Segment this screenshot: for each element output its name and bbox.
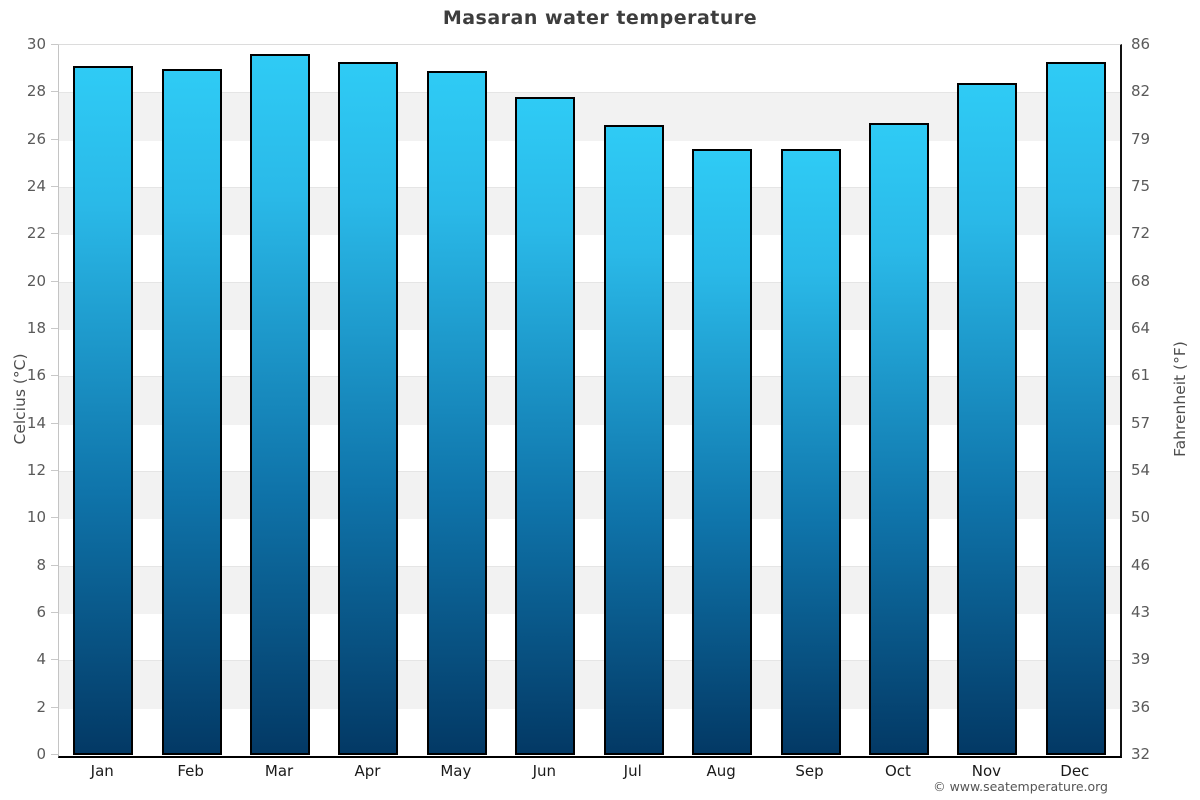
y-tick-celsius: 30 <box>26 35 46 53</box>
y-tick-mark <box>51 138 58 140</box>
bar-nov[interactable] <box>957 82 1018 755</box>
y-tick-fahrenheit: 39 <box>1131 650 1151 669</box>
x-axis-label-dec: Dec <box>1060 762 1090 780</box>
y-tick-celsius: 18 <box>26 319 46 337</box>
grid-band <box>59 139 1120 188</box>
y-tick-mark <box>51 44 58 45</box>
x-axis-label-feb: Feb <box>177 762 204 780</box>
y-tick-mark <box>51 564 58 566</box>
x-axis-label-oct: Oct <box>884 762 911 780</box>
y-tick-celsius: 24 <box>26 177 46 195</box>
y-tick-mark <box>51 375 58 377</box>
y-tick-fahrenheit: 32 <box>1131 745 1151 763</box>
bar-jun[interactable] <box>515 97 576 755</box>
grid-band <box>59 234 1120 283</box>
grid-band <box>59 707 1120 756</box>
y-tick-mark <box>51 517 58 519</box>
grid-band <box>59 187 1120 236</box>
y-tick-celsius: 16 <box>26 366 46 385</box>
grid-band <box>59 45 1120 93</box>
y-tick-celsius: 6 <box>36 603 46 621</box>
y-tick-fahrenheit: 68 <box>1131 271 1151 290</box>
grid-band <box>59 565 1120 614</box>
y-tick-mark <box>51 422 58 424</box>
y-tick-fahrenheit: 50 <box>1131 508 1151 527</box>
y-tick-fahrenheit: 43 <box>1131 603 1151 621</box>
x-axis-label-jul: Jul <box>623 762 642 780</box>
x-axis-label-may: May <box>440 762 472 780</box>
y-tick-celsius: 12 <box>26 461 46 479</box>
y-tick-mark <box>51 470 58 471</box>
grid-band <box>59 329 1120 378</box>
grid-band <box>59 423 1120 472</box>
y-tick-celsius: 20 <box>26 271 46 290</box>
bar-apr[interactable] <box>338 61 399 755</box>
y-tick-fahrenheit: 79 <box>1131 129 1151 148</box>
x-axis-label-mar: Mar <box>264 762 294 780</box>
y-tick-celsius: 10 <box>26 508 46 527</box>
y-tick-celsius: 22 <box>26 224 46 243</box>
y-tick-mark <box>51 706 58 708</box>
y-tick-mark <box>51 186 58 187</box>
x-axis-label-apr: Apr <box>354 762 381 780</box>
y-tick-celsius: 26 <box>26 129 46 148</box>
bar-jul[interactable] <box>603 125 664 755</box>
x-axis-label-jun: Jun <box>532 762 556 780</box>
grid-band <box>59 660 1120 709</box>
plot-area <box>58 44 1122 758</box>
y-tick-mark <box>51 612 58 613</box>
bar-oct[interactable] <box>868 123 929 755</box>
grid-band <box>59 281 1120 330</box>
y-tick-mark <box>51 659 58 661</box>
grid-band <box>59 92 1120 141</box>
bar-jan[interactable] <box>73 66 134 755</box>
bar-dec[interactable] <box>1045 61 1106 755</box>
bar-sep[interactable] <box>780 149 841 755</box>
y-tick-celsius: 14 <box>26 413 46 432</box>
y-tick-celsius: 0 <box>36 745 46 763</box>
y-tick-fahrenheit: 57 <box>1131 413 1151 432</box>
y-tick-mark <box>51 328 58 329</box>
grid-band <box>59 471 1120 520</box>
y-axis-title-fahrenheit: Fahrenheit (°F) <box>1171 341 1189 457</box>
y-tick-fahrenheit: 54 <box>1131 461 1151 479</box>
x-axis-label-jan: Jan <box>90 762 114 780</box>
x-axis-label-nov: Nov <box>971 762 1002 780</box>
x-axis-label-sep: Sep <box>795 762 824 780</box>
bar-aug[interactable] <box>692 149 753 755</box>
grid-band <box>59 376 1120 425</box>
grid-band <box>59 518 1120 567</box>
y-tick-fahrenheit: 64 <box>1131 319 1151 337</box>
bar-may[interactable] <box>426 71 487 755</box>
y-tick-fahrenheit: 82 <box>1131 82 1151 101</box>
grid-band <box>59 613 1120 662</box>
y-tick-mark <box>51 280 58 282</box>
y-tick-fahrenheit: 46 <box>1131 555 1151 574</box>
y-axis-title-celsius: Celcius (°C) <box>11 353 29 445</box>
y-tick-celsius: 2 <box>36 697 46 716</box>
chart-title: Masaran water temperature <box>442 7 758 29</box>
bar-feb[interactable] <box>161 68 222 755</box>
bar-mar[interactable] <box>250 54 311 755</box>
x-axis-label-aug: Aug <box>706 762 736 780</box>
y-tick-fahrenheit: 36 <box>1131 697 1151 716</box>
y-tick-mark <box>51 91 58 93</box>
y-tick-mark <box>51 754 58 755</box>
y-tick-fahrenheit: 61 <box>1131 366 1151 385</box>
y-tick-celsius: 28 <box>26 82 46 101</box>
y-tick-mark <box>51 233 58 235</box>
y-tick-fahrenheit: 86 <box>1131 35 1151 53</box>
y-tick-celsius: 8 <box>36 555 46 574</box>
copyright-link[interactable]: © www.seatemperature.org <box>933 779 1108 794</box>
y-tick-celsius: 4 <box>36 650 46 669</box>
y-tick-fahrenheit: 75 <box>1131 177 1151 195</box>
y-tick-fahrenheit: 72 <box>1131 224 1151 243</box>
